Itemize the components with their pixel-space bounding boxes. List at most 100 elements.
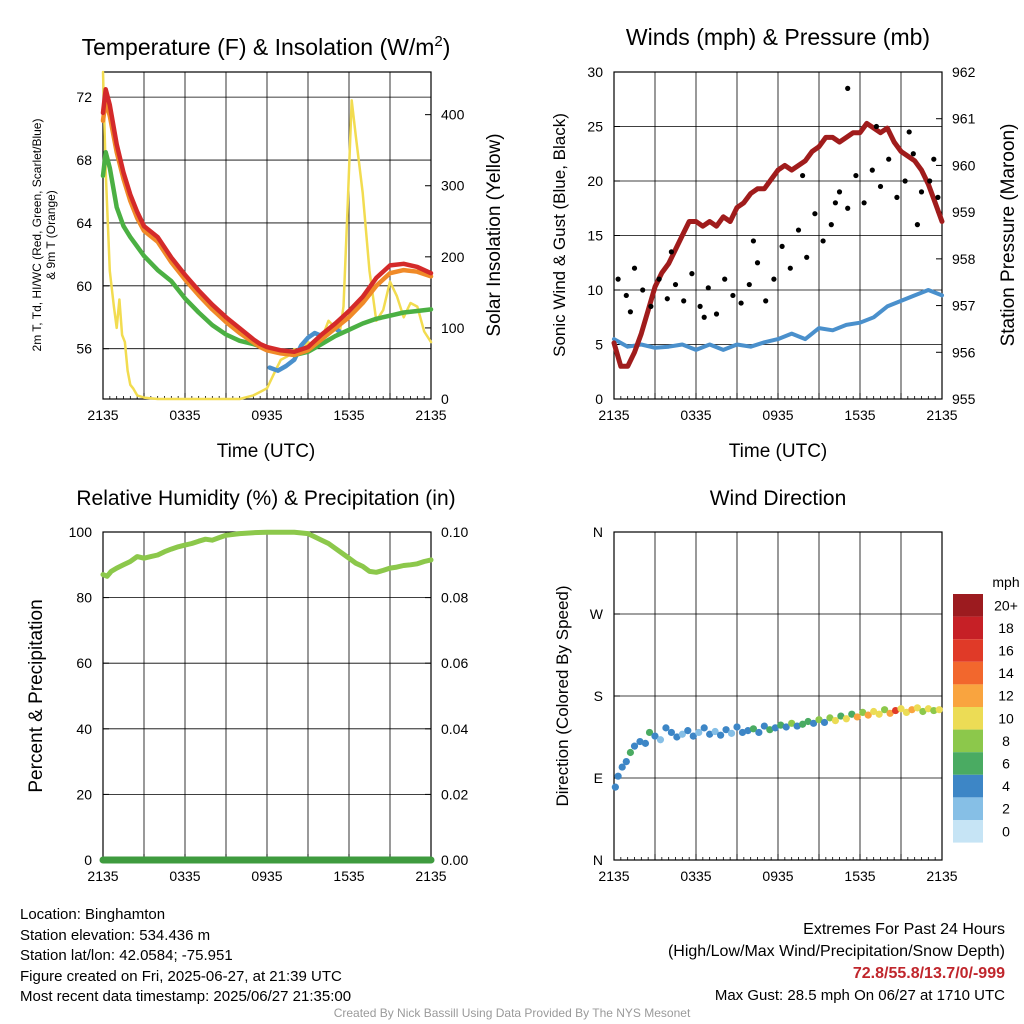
direction-point bbox=[711, 727, 719, 736]
direction-point bbox=[809, 719, 818, 727]
colorbar-swatch bbox=[953, 820, 983, 843]
x-tick-label: 2135 bbox=[87, 407, 118, 423]
x-tick-label: 0935 bbox=[762, 407, 793, 423]
series-line-t2m bbox=[100, 87, 434, 355]
y2-tick-label: 956 bbox=[952, 344, 976, 360]
extremes-legend: (High/Low/Max Wind/Precipitation/Snow De… bbox=[667, 943, 1005, 960]
direction-point bbox=[766, 726, 774, 734]
direction-point bbox=[651, 732, 659, 740]
x-tick-label: 0335 bbox=[169, 407, 200, 423]
gust-point bbox=[697, 303, 703, 309]
gust-point bbox=[763, 298, 769, 304]
gust-point bbox=[668, 249, 675, 255]
y-tick-label: 72 bbox=[76, 89, 92, 105]
x-tick-label: 2135 bbox=[926, 407, 957, 423]
temperature-ylabel-line1: 2m T, Td, HI/WC (Red, Green, Scarlet/Blu… bbox=[30, 119, 44, 352]
y2-tick-label: 0.08 bbox=[441, 590, 468, 606]
colorbar-label: 12 bbox=[998, 688, 1014, 704]
direction-point bbox=[673, 733, 681, 741]
gust-point bbox=[746, 281, 752, 288]
series-line-dewpoint bbox=[100, 149, 434, 358]
direction-point bbox=[848, 710, 856, 718]
y-tick-label: 15 bbox=[587, 228, 603, 244]
y-tick-label: 56 bbox=[76, 341, 92, 357]
gust-point bbox=[738, 300, 744, 306]
gust-point bbox=[722, 276, 728, 282]
colorbar-label: 2 bbox=[1002, 801, 1010, 817]
y-tick-label: 20 bbox=[587, 173, 603, 189]
direction-point bbox=[645, 728, 654, 737]
y-tick-label: N bbox=[593, 524, 603, 540]
winds-panel: Winds (mph) & Pressure (mb) Sonic Wind &… bbox=[550, 24, 1019, 462]
y2-tick-label: 0.06 bbox=[441, 655, 468, 671]
direction-point bbox=[908, 706, 916, 714]
x-tick-label: 1535 bbox=[333, 407, 364, 423]
y2-tick-label: 958 bbox=[952, 251, 976, 267]
direction-point bbox=[793, 722, 801, 730]
colorbar-swatch bbox=[953, 729, 983, 753]
direction-point bbox=[913, 704, 922, 712]
direction-point bbox=[891, 706, 900, 715]
gust-point bbox=[832, 200, 839, 206]
gust-point bbox=[701, 314, 707, 320]
gust-point bbox=[902, 178, 908, 184]
colorbar-label: 4 bbox=[1002, 778, 1010, 794]
colorbar-swatch bbox=[953, 639, 983, 662]
extremes-values: 72.8/55.8/13.7/0/-999 bbox=[852, 965, 1005, 982]
gust-point bbox=[800, 172, 806, 179]
colorbar-swatch bbox=[953, 707, 983, 730]
station-location: Location: Binghamton bbox=[20, 906, 166, 923]
y2-tick-label: 0.00 bbox=[441, 852, 468, 868]
insolation-ylabel: Solar Insolation (Yellow) bbox=[484, 133, 505, 336]
direction-point bbox=[826, 714, 834, 722]
y2-tick-label: 955 bbox=[952, 391, 976, 407]
temperature-panel: Temperature (F) & Insolation (W/m2) 2m T… bbox=[30, 33, 505, 462]
direction-point bbox=[618, 763, 626, 771]
y2-tick-label: 960 bbox=[952, 157, 976, 173]
y-tick-label: 64 bbox=[76, 215, 92, 231]
gust-point bbox=[886, 156, 892, 162]
direction-point bbox=[842, 715, 850, 723]
wind-direction-panel: Wind Direction Direction (Colored By Spe… bbox=[553, 487, 1020, 884]
colorbar-swatch bbox=[953, 797, 983, 820]
direction-point bbox=[738, 728, 747, 737]
direction-point bbox=[678, 730, 686, 738]
gust-point bbox=[906, 129, 912, 135]
direction-point bbox=[837, 712, 845, 720]
y-tick-label: 0 bbox=[595, 391, 603, 407]
y-tick-label: 40 bbox=[76, 721, 92, 737]
direction-point bbox=[853, 713, 861, 721]
colorbar-swatch bbox=[953, 616, 983, 640]
x-tick-label: 2135 bbox=[598, 868, 629, 884]
winds-ylabel: Sonic Wind & Gust (Blue, Black) bbox=[550, 113, 569, 357]
direction-point bbox=[886, 709, 894, 717]
gust-point bbox=[787, 265, 793, 271]
direction-point bbox=[881, 706, 889, 714]
y2-tick-label: 0.02 bbox=[441, 786, 468, 802]
y-tick-label: 20 bbox=[76, 786, 92, 802]
gust-point bbox=[750, 238, 757, 244]
y-tick-label: 100 bbox=[69, 524, 93, 540]
gust-point bbox=[845, 205, 851, 211]
direction-point bbox=[662, 724, 670, 732]
direction-point bbox=[804, 717, 812, 726]
station-elevation: Station elevation: 534.436 m bbox=[20, 926, 211, 944]
pressure-line bbox=[611, 120, 945, 369]
colorbar-label: 10 bbox=[998, 710, 1014, 726]
gust-point bbox=[894, 194, 900, 200]
y2-tick-label: 957 bbox=[952, 298, 976, 314]
gust-point bbox=[845, 85, 851, 91]
winds-xlabel: Time (UTC) bbox=[729, 441, 828, 462]
x-tick-label: 2135 bbox=[415, 868, 446, 884]
y2-tick-label: 0.04 bbox=[441, 721, 468, 737]
gust-point bbox=[910, 151, 916, 157]
y2-tick-label: 300 bbox=[441, 178, 465, 194]
temperature-title: Temperature (F) & Insolation (W/m2) bbox=[82, 33, 451, 60]
gust-point bbox=[664, 296, 670, 302]
y-tick-label: 68 bbox=[76, 152, 92, 168]
gust-point bbox=[623, 292, 629, 299]
direction-point bbox=[717, 731, 725, 739]
x-tick-label: 0335 bbox=[680, 868, 711, 884]
gust-point bbox=[931, 156, 937, 162]
direction-point bbox=[760, 722, 768, 730]
